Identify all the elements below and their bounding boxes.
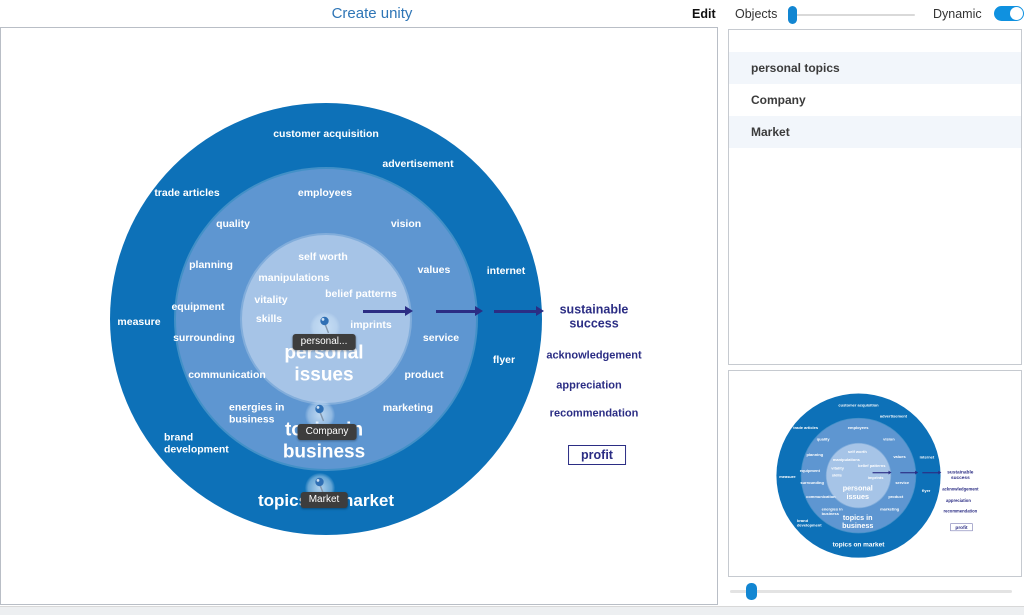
list-item-market[interactable]: Market — [729, 116, 1021, 148]
diagram-label-measure: measure — [779, 474, 796, 479]
diagram-label-vitality: vitality — [831, 466, 844, 471]
diagram-label-topics-in-business: topics in business — [842, 513, 874, 531]
diagram-label-product: product — [888, 494, 904, 500]
diagram-label-flyer: flyer — [492, 353, 516, 366]
diagram-label-measure: measure — [117, 315, 161, 328]
diagram-label-customer-acquisition: customer acquisition — [838, 402, 879, 408]
outcome-sustainable-success: sustainable success — [559, 302, 629, 331]
diagram-label-planning: planning — [806, 452, 824, 458]
minimap: customer acquisition advertisement trade a… — [735, 371, 1008, 576]
diagram-label-vision: vision — [883, 437, 895, 442]
diagram-label-product: product — [404, 368, 444, 381]
profit-box: profit — [568, 445, 626, 465]
list-item-company[interactable]: Company — [751, 93, 806, 107]
arrow-right-icon — [872, 470, 892, 475]
diagram-label-trade-articles: trade articles — [154, 186, 220, 199]
diagram-label-values: values — [417, 263, 451, 276]
diagram-label-self-worth: self worth — [847, 449, 867, 455]
diagram-label-flyer: flyer — [921, 488, 931, 494]
diagram-label-energies-in-business: energies in business — [821, 506, 843, 517]
ring-topics-in-business — [801, 418, 916, 533]
diagram-label-marketing: marketing — [880, 507, 900, 512]
diagram-label-manipulations: manipulations — [258, 271, 330, 284]
diagram-label-manipulations: manipulations — [832, 457, 860, 463]
diagram-label-energies-in-business: energies in business — [229, 401, 285, 426]
object-tag-market[interactable]: Market — [300, 492, 348, 508]
diagram-label-skills: skills — [831, 473, 842, 478]
diagram-label-vision: vision — [390, 217, 422, 230]
arrow-right-icon — [363, 306, 413, 317]
zoom-slider[interactable] — [730, 583, 1012, 600]
outcome-sustainable-success: sustainable success — [947, 469, 974, 481]
edit-button[interactable]: Edit — [692, 7, 716, 21]
dynamic-label: Dynamic — [933, 7, 982, 21]
diagram-canvas[interactable]: customer acquisition advertisement trade a… — [0, 27, 718, 605]
diagram-label-communication: communication — [188, 368, 266, 381]
diagram-label-imprints: imprints — [867, 475, 884, 481]
arrow-right-icon — [436, 306, 483, 317]
outcome-acknowledgement: acknowledgement — [546, 349, 642, 362]
diagram-label-surrounding: surrounding — [173, 331, 235, 344]
diagram-label-surrounding: surrounding — [800, 480, 824, 486]
dynamic-toggle[interactable] — [994, 6, 1024, 21]
diagram-label-vitality: vitality — [254, 293, 288, 306]
topbar: Create unity Edit Objects Dynamic — [0, 0, 1024, 27]
diagram-label-imprints: imprints — [350, 318, 392, 331]
unity-diagram: customer acquisition advertisement trade a… — [1, 28, 717, 604]
diagram-label-employees: employees — [847, 425, 869, 430]
diagram-label-advertisement: advertisement — [382, 157, 454, 170]
diagram-label-quality: quality — [216, 217, 250, 230]
diagram-label-belief-patterns: belief patterns — [325, 287, 397, 300]
outcome-acknowledgement: acknowledgement — [942, 487, 979, 492]
ring-personal-issues — [826, 443, 891, 508]
arrow-right-icon — [494, 306, 544, 317]
diagram-label-communication: communication — [806, 494, 836, 500]
diagram-label-topics-on-market: topics on market — [832, 540, 885, 549]
list-item-personal-topics[interactable]: personal topics — [729, 52, 1021, 84]
profit-box: profit — [950, 523, 973, 532]
arrow-right-icon — [900, 470, 919, 475]
object-tag-company[interactable]: Company — [297, 424, 357, 440]
diagram-label-customer-acquisition: customer acquisition — [273, 127, 379, 140]
objects-list-panel: personal topics Company Market — [728, 29, 1022, 365]
objects-slider[interactable] — [788, 6, 915, 24]
outcome-recommendation: recommendation — [943, 509, 978, 514]
ring-topics-on-market — [776, 393, 941, 558]
diagram-label-equipment: equipment — [799, 468, 820, 474]
diagram-label-internet: internet — [486, 264, 526, 277]
outcome-appreciation: appreciation — [946, 498, 971, 504]
objects-label: Objects — [735, 7, 778, 21]
diagram-label-marketing: marketing — [382, 401, 434, 414]
diagram-label-skills: skills — [255, 312, 283, 325]
diagram-label-trade-articles: trade articles — [793, 425, 819, 430]
diagram-label-belief-patterns: belief patterns — [858, 463, 886, 469]
diagram-label-internet: internet — [919, 454, 935, 460]
zoom-slider-thumb[interactable] — [746, 583, 757, 600]
diagram-label-self-worth: self worth — [298, 250, 348, 263]
toggle-knob-icon — [1010, 7, 1023, 20]
object-tag-personal[interactable]: personal... — [292, 334, 356, 350]
page-title: Create unity — [331, 5, 413, 22]
outcome-recommendation: recommendation — [549, 407, 639, 420]
outcome-appreciation: appreciation — [556, 379, 622, 392]
diagram-label-personal-issues: personal issues — [842, 484, 873, 502]
minimap-panel[interactable]: customer acquisition advertisement trade a… — [728, 370, 1022, 577]
diagram-label-service: service — [895, 480, 910, 486]
diagram-label-values: values — [893, 454, 906, 460]
arrow-right-icon — [922, 470, 942, 475]
diagram-label-service: service — [422, 331, 460, 344]
diagram-label-quality: quality — [816, 437, 830, 442]
diagram-label-brand-development: brand development — [164, 431, 229, 456]
diagram-label-planning: planning — [189, 258, 233, 271]
diagram-label-employees: employees — [297, 186, 353, 199]
diagram-label-brand-development: brand development — [796, 518, 822, 528]
diagram-label-equipment: equipment — [171, 300, 225, 313]
objects-slider-thumb[interactable] — [788, 6, 797, 24]
bottom-strip — [0, 606, 1024, 615]
diagram-label-advertisement: advertisement — [879, 414, 907, 419]
